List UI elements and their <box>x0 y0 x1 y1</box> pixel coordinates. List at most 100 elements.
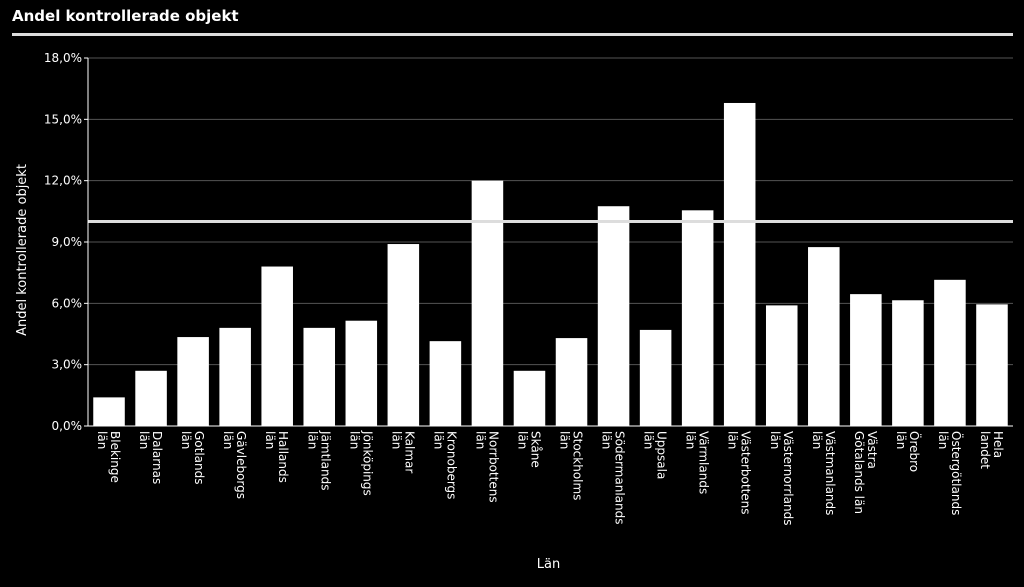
category-label-line: landet <box>978 431 992 469</box>
y-tick-label: 15,0% <box>44 112 82 126</box>
bar <box>345 320 378 426</box>
bar <box>429 341 462 426</box>
category-label-line: Kalmar <box>402 431 416 473</box>
category-label-line: län <box>810 431 824 449</box>
bar <box>597 206 630 426</box>
category-label-line: Västmanlands <box>823 431 837 515</box>
bar <box>303 327 336 426</box>
category-label-line: län <box>936 431 950 449</box>
bar <box>892 300 924 426</box>
bar <box>135 370 167 426</box>
y-tick-label: 9,0% <box>52 235 83 249</box>
category-label-line: Skåne <box>528 431 542 468</box>
category-label-line: län <box>389 431 403 449</box>
category-label-line: län <box>600 431 614 449</box>
category-label-line: Västra <box>865 431 879 469</box>
category-label-line: län <box>263 431 277 449</box>
title-divider <box>12 33 1013 36</box>
bar <box>93 397 125 426</box>
bar <box>513 370 546 426</box>
category-label-line: Värmlands <box>697 431 711 494</box>
category-label-line: län <box>894 431 908 449</box>
category-label-line: Jönköpings <box>360 430 374 496</box>
category-label-line: Blekinge <box>108 431 122 483</box>
bar <box>765 305 798 426</box>
bar <box>219 327 251 426</box>
category-label-line: Hallands <box>276 431 290 483</box>
category-label-line: Östergötlands <box>949 431 965 515</box>
bar <box>261 266 293 426</box>
category-label-line: län <box>684 431 698 449</box>
category-label-line: län <box>347 431 361 449</box>
category-label-line: Hela <box>991 431 1005 458</box>
x-axis-label: Län <box>537 557 560 572</box>
category-label-line: län <box>431 431 445 449</box>
category-label-line: Stockholms <box>571 431 585 500</box>
y-axis-ticks: 0,0% 3,0% 6,0% 9,0% 12,0% 15,0% 18,0% <box>44 51 88 433</box>
bar <box>471 180 504 426</box>
category-label-line: län <box>305 431 319 449</box>
category-label-line: Örebro <box>907 431 923 472</box>
bar <box>934 279 966 426</box>
category-label-line: län <box>473 431 487 449</box>
category-label-line: Götalands län <box>852 431 866 514</box>
category-label-line: län <box>95 431 109 449</box>
y-tick-label: 3,0% <box>52 358 83 372</box>
bar <box>555 338 588 426</box>
chart-title: Andel kontrollerade objekt <box>12 7 239 25</box>
category-label-line: län <box>179 431 193 449</box>
category-label-line: Södermanlands <box>613 431 627 525</box>
category-label-line: Jämtlands <box>318 430 332 490</box>
category-label-line: län <box>558 431 572 449</box>
category-label-line: län <box>221 431 235 449</box>
bar <box>808 247 840 426</box>
category-label-line: län <box>726 431 740 449</box>
category-label-line: Västernorrlands <box>781 431 795 525</box>
category-label-line: län <box>642 431 656 449</box>
bars <box>93 102 1008 426</box>
bar <box>177 337 209 426</box>
bar <box>387 244 420 426</box>
bar <box>976 304 1008 426</box>
bar <box>639 329 672 426</box>
category-label-line: Dalarnas <box>150 431 164 484</box>
category-label-line: län <box>515 431 529 449</box>
category-label-line: Norrbottens <box>486 431 500 503</box>
bar <box>723 102 756 426</box>
bar <box>681 210 714 426</box>
category-label-line: Kronobergs <box>444 431 458 499</box>
category-label-line: Gotlands <box>192 431 206 485</box>
category-label-line: län <box>768 431 782 449</box>
y-tick-label: 6,0% <box>52 296 83 310</box>
y-tick-label: 18,0% <box>44 51 82 65</box>
y-tick-label: 12,0% <box>44 174 82 188</box>
category-label-line: Västerbottens <box>739 431 753 515</box>
y-tick-label: 0,0% <box>52 419 83 433</box>
category-label-line: Gävleborgs <box>234 431 248 499</box>
category-label-line: län <box>137 431 151 449</box>
